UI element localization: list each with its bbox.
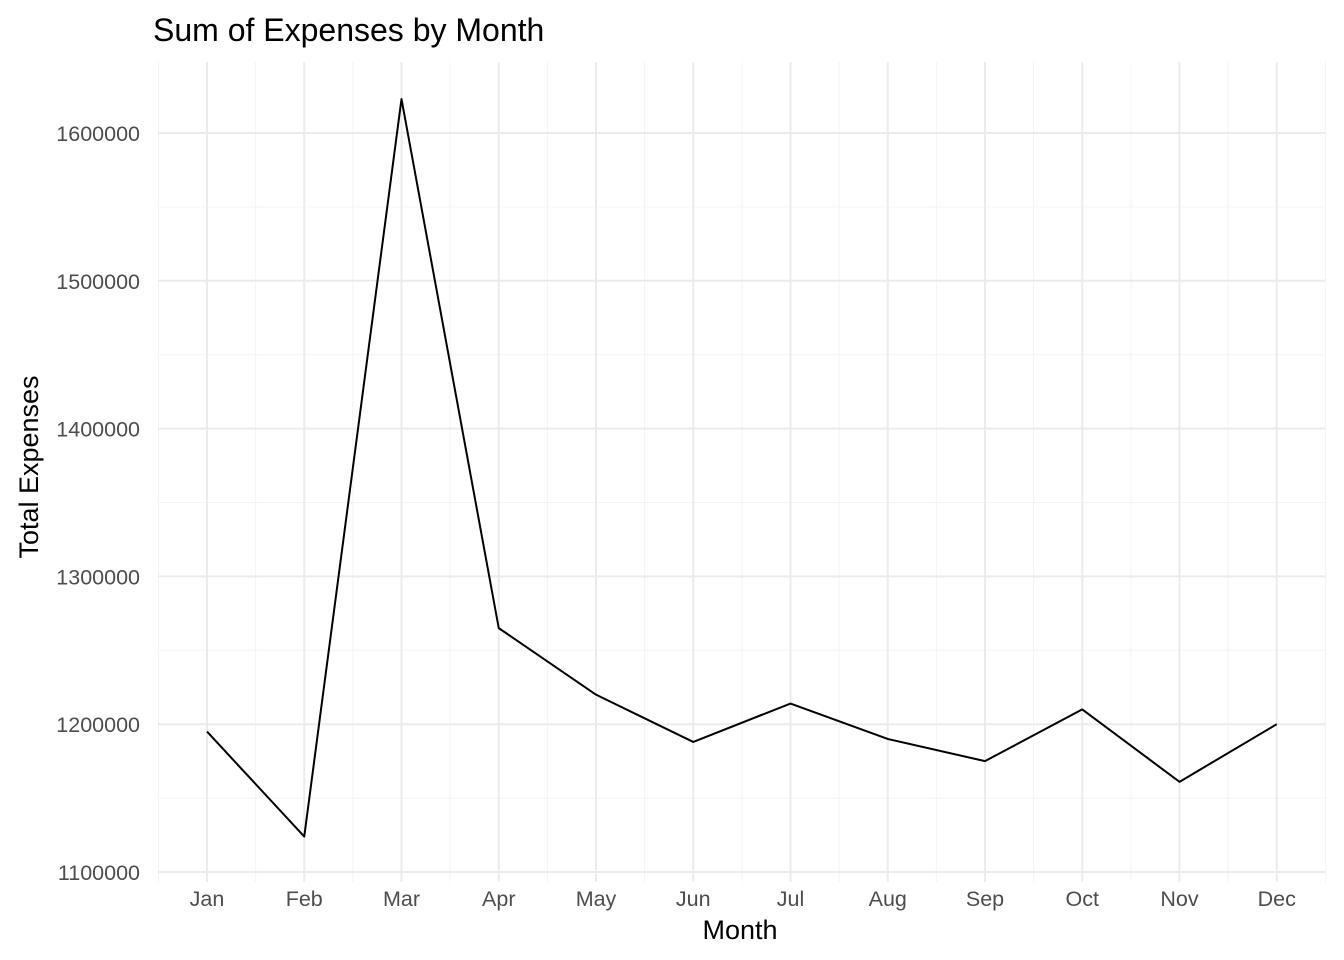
series-line-expenses [206,98,1278,838]
x-tick-label: Feb [286,887,323,911]
y-tick-label: 1500000 [56,270,140,294]
x-axis-ticks: Jan Feb Mar Apr May Jun Jul Aug Sep Oct Nov Dec [190,887,1296,911]
x-tick-label: Nov [1160,887,1198,911]
x-tick-label: Apr [482,887,515,911]
chart-title: Sum of Expenses by Month [153,12,544,48]
series-layer [206,98,1278,838]
y-tick-label: 1200000 [56,713,140,737]
grid-lines [157,62,1326,882]
x-tick-label: Oct [1066,887,1099,911]
x-tick-label: Aug [869,887,907,911]
x-tick-label: Jan [190,887,225,911]
x-tick-label: Dec [1258,887,1296,911]
x-tick-label: Sep [966,887,1004,911]
y-axis-title: Total Expenses [14,375,44,558]
y-tick-label: 1400000 [56,418,140,442]
x-axis-title: Month [702,915,777,945]
y-tick-label: 1100000 [58,861,140,885]
y-tick-label: 1300000 [56,565,140,589]
x-tick-label: Jul [777,887,804,911]
x-tick-label: Jun [676,887,711,911]
x-tick-label: May [576,887,617,911]
y-axis-ticks: 1100000 1200000 1300000 1400000 1500000 16000… [56,122,140,885]
x-tick-label: Mar [383,887,420,911]
y-tick-label: 1600000 [56,122,140,146]
